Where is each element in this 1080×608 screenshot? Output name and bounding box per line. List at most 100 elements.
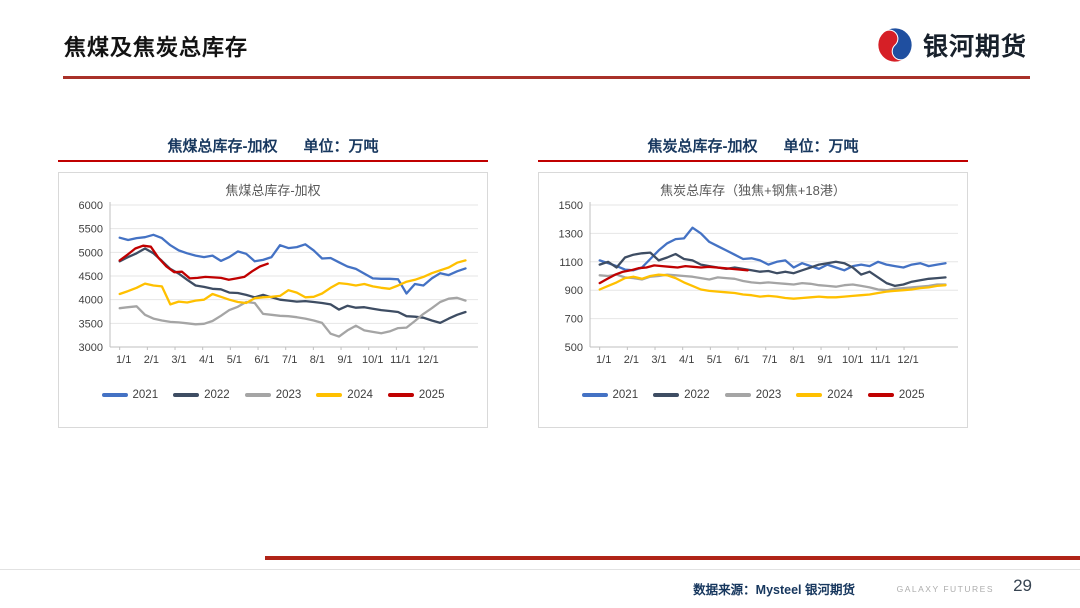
svg-text:9/1: 9/1 bbox=[817, 354, 832, 366]
svg-text:3000: 3000 bbox=[79, 342, 103, 354]
svg-text:7/1: 7/1 bbox=[282, 354, 297, 366]
svg-text:12/1: 12/1 bbox=[417, 354, 438, 366]
line-chart-coke: 500 700 900 1100 1300 1500 1/1 2/1 3/1 4/1 5/1 6/1 7… bbox=[559, 200, 958, 366]
page-number: 29 bbox=[1013, 576, 1032, 595]
svg-text:1500: 1500 bbox=[559, 200, 583, 212]
legend-label-2025: 2025 bbox=[418, 389, 445, 401]
svg-text:11/1: 11/1 bbox=[390, 354, 411, 366]
data-source-label: 数据来源：Mysteel 银河期货 bbox=[693, 583, 855, 597]
chart-inner-title: 焦煤总库存-加权 bbox=[225, 183, 321, 198]
svg-text:3/1: 3/1 bbox=[171, 354, 186, 366]
svg-text:1/1: 1/1 bbox=[116, 354, 131, 366]
panel-title: 焦炭总库存-加权 bbox=[647, 138, 758, 155]
chart-box: 焦煤总库存-加权 3000 3500 4000 4500 5000 5500 6000 1/1… bbox=[58, 172, 488, 428]
series-line-2023 bbox=[118, 296, 467, 338]
svg-text:3/1: 3/1 bbox=[651, 354, 666, 366]
series-line-2022 bbox=[598, 251, 947, 288]
chart-panel-coke: 焦炭总库存-加权 单位：万吨 焦炭总库存（独焦+钢焦+18港） 500 700 900… bbox=[538, 136, 968, 428]
legend-item-2023: 2023 bbox=[244, 389, 302, 401]
svg-text:10/1: 10/1 bbox=[842, 354, 863, 366]
svg-text:5500: 5500 bbox=[79, 224, 103, 236]
svg-text:5000: 5000 bbox=[79, 247, 103, 259]
legend-swatch-2024 bbox=[796, 393, 823, 397]
panel-header: 焦煤总库存-加权 单位：万吨 bbox=[58, 136, 488, 158]
legend-swatch-2024 bbox=[316, 393, 343, 397]
legend-label-2024: 2024 bbox=[827, 389, 853, 401]
legend-swatch-2022 bbox=[173, 393, 200, 397]
footer-red-line bbox=[265, 556, 1080, 560]
svg-text:1300: 1300 bbox=[559, 228, 583, 240]
svg-text:4000: 4000 bbox=[79, 295, 103, 307]
legend-item-2025: 2025 bbox=[867, 389, 925, 401]
svg-text:700: 700 bbox=[565, 314, 583, 326]
series-line-2025 bbox=[598, 264, 749, 285]
svg-text:5/1: 5/1 bbox=[707, 354, 722, 366]
svg-text:7/1: 7/1 bbox=[762, 354, 777, 366]
chart-inner-title: 焦炭总库存（独焦+钢焦+18港） bbox=[660, 183, 846, 198]
legend-item-2024: 2024 bbox=[316, 389, 373, 401]
chart-legend: 2021 2022 2023 2024 2025 bbox=[59, 389, 487, 401]
svg-text:9/1: 9/1 bbox=[337, 354, 352, 366]
svg-text:6/1: 6/1 bbox=[734, 354, 749, 366]
galaxy-swirl-icon bbox=[877, 27, 913, 63]
svg-text:8/1: 8/1 bbox=[310, 354, 325, 366]
svg-text:500: 500 bbox=[565, 342, 583, 354]
svg-text:4/1: 4/1 bbox=[199, 354, 214, 366]
svg-text:900: 900 bbox=[565, 285, 583, 297]
panel-underline bbox=[538, 160, 968, 162]
legend-item-2023: 2023 bbox=[724, 389, 782, 401]
panel-underline bbox=[58, 160, 488, 162]
footer-brand-label: GALAXY FUTURES bbox=[896, 584, 994, 594]
legend-swatch-2025 bbox=[387, 393, 414, 397]
panel-header: 焦炭总库存-加权 单位：万吨 bbox=[538, 136, 968, 158]
legend-label-2023: 2023 bbox=[755, 389, 782, 401]
legend-swatch-2025 bbox=[867, 393, 894, 397]
legend-label-2021: 2021 bbox=[612, 389, 639, 401]
svg-text:4/1: 4/1 bbox=[679, 354, 694, 366]
series-line-2025 bbox=[118, 244, 269, 281]
legend-item-2022: 2022 bbox=[653, 389, 710, 401]
legend-item-2025: 2025 bbox=[387, 389, 445, 401]
page-title: 焦煤及焦炭总库存 bbox=[64, 35, 249, 60]
line-chart-coking-coal: 3000 3500 4000 4500 5000 5500 6000 1/1 2/1 3/1 4/1… bbox=[79, 200, 478, 366]
chart-panel-coking-coal: 焦煤总库存-加权 单位：万吨 焦煤总库存-加权 3000 3500 4000 4500 5… bbox=[58, 136, 488, 428]
series-line-2024 bbox=[598, 273, 947, 300]
svg-text:3500: 3500 bbox=[79, 318, 103, 330]
svg-text:12/1: 12/1 bbox=[897, 354, 918, 366]
svg-text:6000: 6000 bbox=[79, 200, 103, 212]
svg-text:5/1: 5/1 bbox=[227, 354, 242, 366]
logo-text: 银河期货 bbox=[923, 33, 1028, 61]
footer-gray-line bbox=[0, 569, 1080, 570]
legend-swatch-2023 bbox=[724, 393, 751, 397]
svg-text:8/1: 8/1 bbox=[790, 354, 805, 366]
svg-text:2/1: 2/1 bbox=[144, 354, 159, 366]
legend-label-2025: 2025 bbox=[898, 389, 925, 401]
series-line-2024 bbox=[118, 259, 467, 306]
legend-swatch-2021 bbox=[101, 393, 128, 397]
svg-text:11/1: 11/1 bbox=[870, 354, 891, 366]
svg-text:1100: 1100 bbox=[559, 257, 583, 269]
legend-item-2021: 2021 bbox=[581, 389, 639, 401]
series-line-2023 bbox=[598, 273, 947, 292]
series-line-2021 bbox=[598, 226, 947, 272]
unit-label: 单位：万吨 bbox=[303, 138, 379, 155]
legend-label-2022: 2022 bbox=[684, 389, 710, 401]
title-underline bbox=[63, 76, 1030, 79]
svg-text:10/1: 10/1 bbox=[362, 354, 383, 366]
svg-text:4500: 4500 bbox=[79, 271, 103, 283]
legend-item-2021: 2021 bbox=[101, 389, 158, 401]
legend-swatch-2022 bbox=[653, 393, 680, 397]
svg-text:2/1: 2/1 bbox=[624, 354, 639, 366]
logo: 银河期货 bbox=[876, 26, 1027, 64]
legend-item-2022: 2022 bbox=[173, 389, 230, 401]
panel-title: 焦煤总库存-加权 bbox=[167, 138, 278, 155]
series-line-2021 bbox=[118, 233, 467, 295]
legend-label-2024: 2024 bbox=[347, 389, 373, 401]
legend-swatch-2021 bbox=[581, 393, 608, 397]
legend-label-2023: 2023 bbox=[275, 389, 302, 401]
svg-text:1/1: 1/1 bbox=[596, 354, 611, 366]
legend-label-2022: 2022 bbox=[204, 389, 230, 401]
chart-legend: 2021 2022 2023 2024 2025 bbox=[539, 389, 967, 401]
legend-item-2024: 2024 bbox=[796, 389, 853, 401]
